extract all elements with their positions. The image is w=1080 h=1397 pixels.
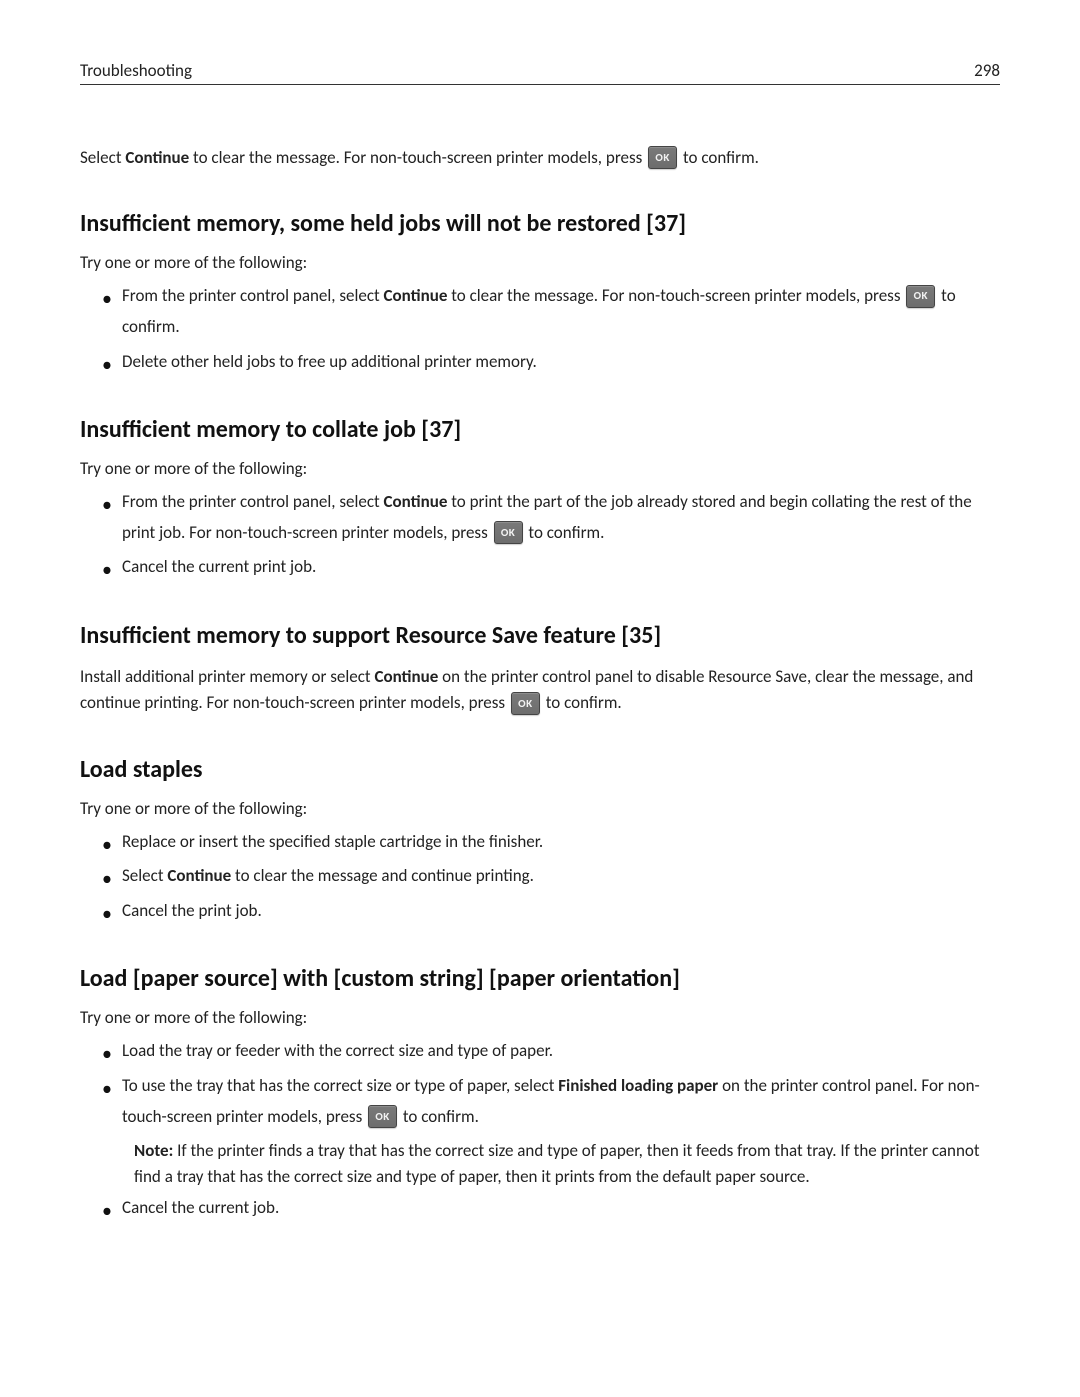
bullet-text: Load the tray or feeder with the correct…: [122, 1040, 553, 1061]
bullet-bold: Continue: [384, 285, 448, 306]
bullet-text: Cancel the print job.: [122, 900, 262, 921]
intro-text-mid: to clear the message. For non-touch-scre…: [189, 147, 646, 168]
list-item: Replace or insert the specified staple c…: [108, 827, 1000, 858]
intro-paragraph: Select Continue to clear the message. Fo…: [80, 145, 1000, 171]
bullet-list: Load the tray or feeder with the correct…: [80, 1036, 1000, 1223]
intro-text-pre: Select: [80, 147, 125, 168]
bullet-text: Replace or insert the specified staple c…: [122, 831, 543, 852]
bullet-post: to confirm.: [525, 522, 605, 543]
section-heading: Insufficient memory, some held jobs will…: [80, 209, 1000, 238]
bullet-pre: To use the tray that has the correct siz…: [122, 1075, 558, 1096]
section-intro: Try one or more of the following:: [80, 1007, 1000, 1028]
header-section-title: Troubleshooting: [80, 60, 192, 81]
bullet-list: From the printer control panel, select C…: [80, 281, 1000, 377]
intro-text-post: to confirm.: [679, 147, 759, 168]
list-item: Cancel the current job.: [108, 1193, 1000, 1224]
note-label: Note:: [134, 1140, 173, 1161]
section-intro: Try one or more of the following:: [80, 458, 1000, 479]
bullet-bold: Continue: [384, 491, 448, 512]
section-heading: Load staples: [80, 755, 1000, 784]
header-page-number: 298: [974, 60, 1000, 81]
section-intro: Try one or more of the following:: [80, 798, 1000, 819]
ok-button-icon: OK: [368, 1105, 397, 1128]
bullet-post: to confirm.: [399, 1106, 479, 1127]
list-item: Cancel the print job.: [108, 896, 1000, 927]
bullet-list: Replace or insert the specified staple c…: [80, 827, 1000, 927]
section-intro: Try one or more of the following:: [80, 252, 1000, 273]
bullet-mid: to clear the message. For non-touch-scre…: [447, 285, 904, 306]
bullet-pre: From the printer control panel, select: [122, 285, 384, 306]
section-paragraph: Install additional printer memory or sel…: [80, 664, 1000, 717]
ok-button-icon: OK: [648, 146, 677, 169]
ok-button-icon: OK: [494, 521, 523, 544]
ok-button-icon: OK: [906, 285, 935, 308]
list-item: From the printer control panel, select C…: [108, 487, 1000, 548]
section-heading: Load [paper source] with [custom string]…: [80, 964, 1000, 993]
section-heading: Insufficient memory to support Resource …: [80, 621, 1000, 650]
section-heading: Insufficient memory to collate job [37]: [80, 415, 1000, 444]
intro-text-bold: Continue: [125, 147, 189, 168]
list-item: Load the tray or feeder with the correct…: [108, 1036, 1000, 1067]
sections-container: Insufficient memory, some held jobs will…: [80, 209, 1000, 1223]
ok-button-icon: OK: [511, 692, 540, 715]
para-bold: Continue: [374, 666, 438, 687]
bullet-pre: From the printer control panel, select: [122, 491, 384, 512]
bullet-bold: Finished loading paper: [558, 1075, 718, 1096]
bullet-list: From the printer control panel, select C…: [80, 487, 1000, 583]
bullet-post: to clear the message and continue printi…: [231, 865, 534, 886]
list-item: Cancel the current print job.: [108, 552, 1000, 583]
note-block: Note: If the printer finds a tray that h…: [122, 1138, 1000, 1189]
bullet-pre: Select: [122, 865, 167, 886]
para-pre: Install additional printer memory or sel…: [80, 666, 374, 687]
list-item: Select Continue to clear the message and…: [108, 861, 1000, 892]
page-header: Troubleshooting 298: [80, 60, 1000, 85]
bullet-text: Delete other held jobs to free up additi…: [122, 351, 537, 372]
note-text: If the printer finds a tray that has the…: [134, 1140, 980, 1187]
list-item: Delete other held jobs to free up additi…: [108, 347, 1000, 378]
list-item: From the printer control panel, select C…: [108, 281, 1000, 342]
list-item: To use the tray that has the correct siz…: [108, 1071, 1000, 1189]
bullet-text: Cancel the current job.: [122, 1197, 279, 1218]
bullet-bold: Continue: [167, 865, 231, 886]
para-post: to confirm.: [542, 692, 622, 713]
bullet-text: Cancel the current print job.: [122, 556, 316, 577]
